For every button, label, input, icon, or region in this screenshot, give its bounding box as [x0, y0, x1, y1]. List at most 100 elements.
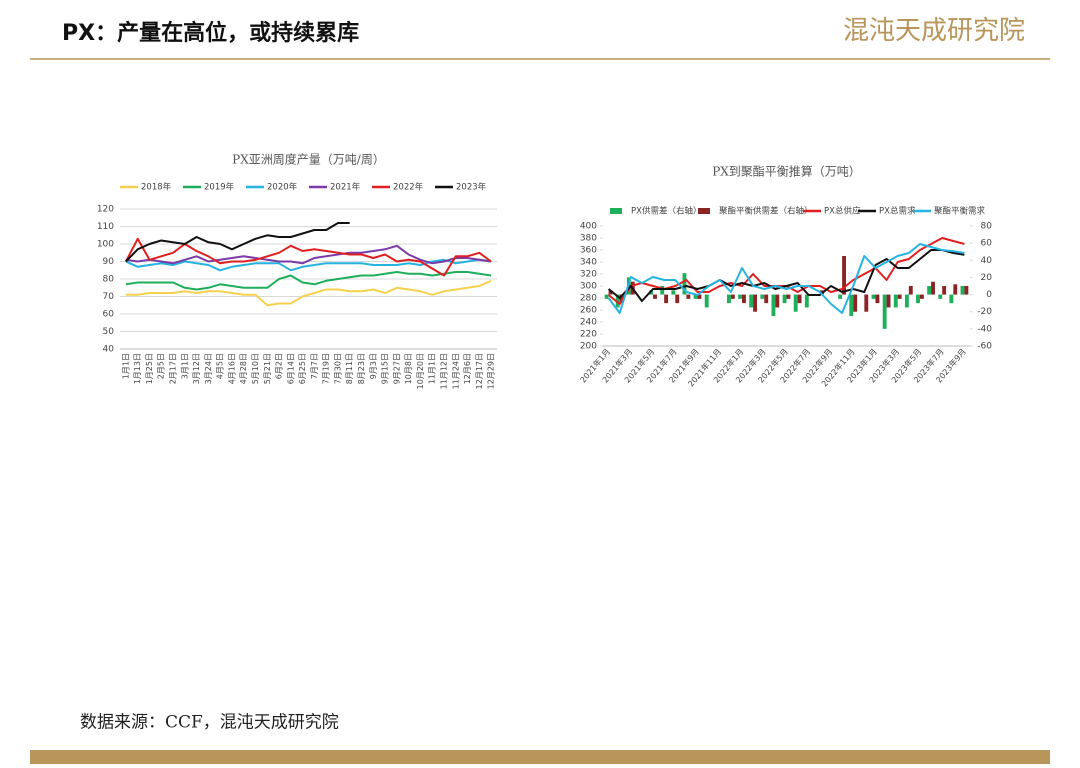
legend-label: 2022年	[393, 182, 424, 193]
y-tick-label: 240	[580, 318, 597, 328]
y-tick-label: 80	[103, 275, 115, 285]
bar	[686, 294, 691, 299]
y-tick-label: 400	[580, 222, 597, 232]
bar	[742, 294, 746, 304]
series-line	[125, 271, 492, 291]
y-tick-label: 340	[580, 258, 597, 268]
bar	[960, 286, 965, 295]
y2-tick-label: -60	[977, 342, 992, 352]
legend-label: 聚酯平衡需求	[934, 206, 986, 217]
bar	[693, 294, 698, 299]
series-line	[125, 222, 350, 263]
source-note: 数据来源：CCF，混沌天成研究院	[80, 713, 339, 733]
y-tick-label: 100	[97, 240, 114, 250]
y-tick-label: 320	[580, 270, 597, 280]
x-tick-label: 2月5日	[157, 353, 166, 379]
bar	[660, 286, 665, 295]
x-tick-label: 3月12日	[192, 353, 201, 384]
y-tick-label: 300	[580, 282, 597, 292]
legend-label: 2018年	[141, 182, 172, 193]
series-line	[607, 243, 965, 314]
bar	[927, 286, 932, 295]
logo: 混沌天成研究院	[843, 16, 1025, 46]
y2-tick-label: 20	[981, 273, 993, 283]
bar	[727, 294, 731, 304]
x-tick-label: 6月14日	[286, 353, 295, 384]
y-tick-label: 110	[97, 222, 114, 232]
x-tick-label: 1月1日	[121, 353, 130, 379]
bar	[682, 273, 687, 295]
bar	[671, 290, 676, 295]
bar	[697, 294, 702, 299]
x-tick-label: 7月19日	[322, 353, 331, 384]
x-tick-label: 5月21日	[263, 353, 272, 384]
y-tick-label: 220	[580, 330, 597, 340]
bar	[653, 294, 657, 299]
x-tick-label: 11月12日	[439, 353, 448, 389]
slide-title: PX：产量在高位，或持续累库	[62, 20, 359, 46]
bar	[675, 294, 680, 304]
x-tick-label: 3月24日	[204, 353, 213, 384]
x-tick-label: 6月2日	[275, 353, 284, 379]
legend-label: 2019年	[204, 182, 235, 193]
bar	[853, 294, 858, 312]
x-tick-label: 9月15日	[381, 353, 390, 384]
x-tick-label: 7月30日	[333, 353, 342, 384]
bar	[797, 294, 802, 304]
bar	[764, 294, 769, 304]
series-line	[125, 244, 492, 265]
footer-bar	[30, 750, 1050, 764]
x-tick-label: 11月24日	[451, 353, 460, 389]
bar	[804, 294, 809, 308]
x-tick-label: 1月13日	[133, 353, 142, 384]
bar	[771, 294, 776, 316]
y2-tick-label: 40	[981, 256, 993, 266]
legend-label: PX总需求	[879, 206, 916, 217]
bar	[919, 294, 924, 299]
bar	[619, 294, 624, 304]
legend-label: PX供需差（右轴）	[631, 206, 701, 217]
y-tick-label: 40	[103, 345, 115, 355]
y-tick-label: 280	[580, 294, 597, 304]
bar	[704, 294, 709, 308]
bar	[882, 294, 887, 329]
x-tick-label: 5月10日	[251, 353, 260, 384]
bar	[964, 286, 969, 295]
y-tick-label: 200	[580, 342, 597, 352]
chart-title: PX到聚酯平衡推算（万吨）	[712, 164, 861, 179]
x-tick-label: 9月27日	[392, 353, 401, 384]
bar	[753, 294, 758, 312]
bar	[953, 284, 958, 295]
bar	[760, 294, 765, 299]
x-tick-label: 8月23日	[357, 353, 366, 384]
bar	[864, 294, 869, 312]
bar	[897, 294, 902, 299]
bar	[749, 294, 754, 308]
x-tick-label: 4月28日	[239, 353, 248, 384]
x-tick-label: 12月29日	[487, 353, 496, 389]
legend-label: PX总供应	[824, 206, 861, 217]
bar	[604, 294, 609, 299]
y2-tick-label: 80	[981, 222, 993, 232]
y-tick-label: 120	[97, 205, 114, 215]
bar	[849, 294, 854, 316]
bar	[615, 294, 620, 308]
y-tick-label: 380	[580, 234, 597, 244]
y-tick-label: 360	[580, 246, 597, 256]
bar	[664, 294, 669, 304]
x-tick-label: 12月17日	[475, 353, 484, 389]
bar	[904, 294, 909, 308]
y2-tick-label: 0	[986, 290, 992, 300]
y2-tick-label: 60	[981, 239, 993, 249]
bar	[871, 294, 876, 299]
series-line	[125, 279, 492, 307]
y2-tick-label: -20	[977, 307, 992, 317]
bar	[730, 294, 735, 299]
bar	[608, 290, 613, 295]
bar	[738, 294, 743, 299]
legend-swatch	[610, 208, 622, 214]
x-tick-label: 9月3日	[369, 353, 378, 379]
y-tick-label: 60	[103, 310, 115, 320]
bar	[942, 286, 947, 295]
x-tick-label: 12月6日	[463, 353, 472, 384]
